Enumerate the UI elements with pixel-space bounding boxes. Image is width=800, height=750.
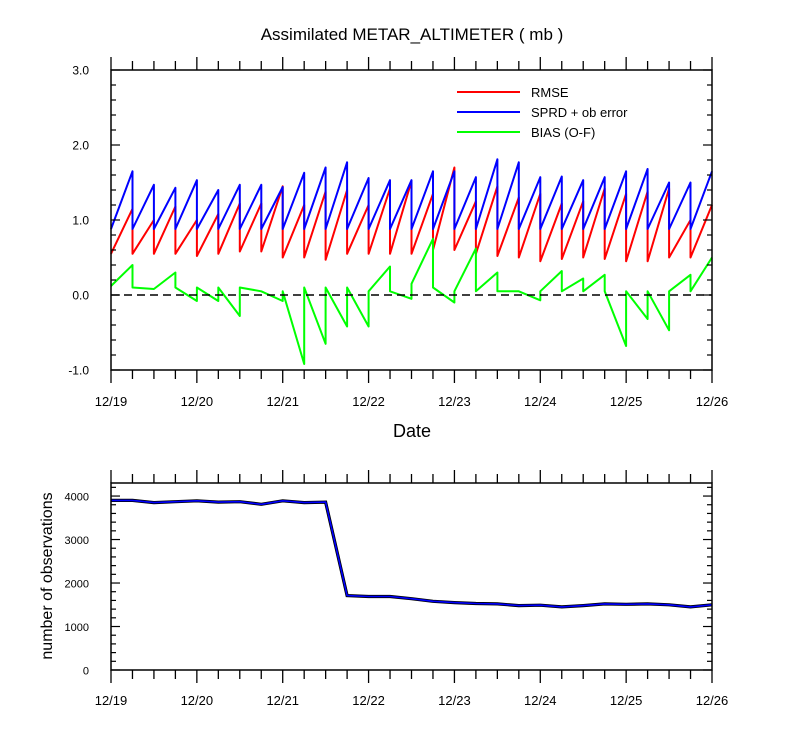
top-plot-area: -1.0 0.0 1.0 2.0 3.0 12/19 12/20 12/21 12/22 12/2… — [68, 57, 728, 409]
top-chart: Assimilated METAR_ALTIMETER ( mb ) -1.0 0… — [68, 25, 728, 441]
top-ytick-label: 0.0 — [72, 289, 89, 303]
top-series-layer — [110, 158, 713, 365]
top-ytick-label: -1.0 — [68, 364, 89, 378]
bottom-xtick-label: 12/20 — [181, 693, 214, 708]
bottom-series-0-shadow — [111, 498, 713, 609]
bottom-tick-layer: 0 1000 2000 3000 4000 12/19 12/20 12/21 12/22 12/… — [65, 470, 729, 708]
legend-label-2: BIAS (O-F) — [531, 125, 595, 140]
top-plot-frame — [110, 69, 713, 371]
bottom-xtick-label: 12/21 — [266, 693, 299, 708]
bottom-xtick-label: 12/26 — [696, 693, 729, 708]
bottom-xtick-label: 12/23 — [438, 693, 471, 708]
bottom-ytick-label: 3000 — [65, 535, 89, 547]
top-xtick-label: 12/22 — [352, 394, 385, 409]
top-x-axis-label: Date — [393, 421, 431, 441]
bottom-xtick-label: 12/25 — [610, 693, 643, 708]
bottom-series-layer — [111, 498, 713, 609]
bottom-plot-area: 0 1000 2000 3000 4000 12/19 12/20 12/21 12/22 12/… — [65, 470, 729, 708]
bottom-y-axis-label: number of observations — [39, 492, 56, 659]
top-xtick-label: 12/26 — [696, 394, 729, 409]
top-series-1-line — [110, 158, 713, 230]
top-legend: RMSE SPRD + ob error BIAS (O-F) — [457, 85, 628, 140]
top-xtick-label: 12/20 — [181, 394, 214, 409]
bottom-xtick-label: 12/24 — [524, 693, 557, 708]
bottom-series-0-line — [111, 499, 713, 608]
bottom-plot-frame — [110, 482, 713, 671]
bottom-ytick-label: 2000 — [65, 579, 89, 591]
legend-label-0: RMSE — [531, 85, 569, 100]
top-tick-layer: -1.0 0.0 1.0 2.0 3.0 12/19 12/20 12/21 12/22 12/2… — [68, 57, 728, 409]
bottom-chart: 0 1000 2000 3000 4000 12/19 12/20 12/21 12/22 12/… — [39, 470, 728, 708]
top-chart-title: Assimilated METAR_ALTIMETER ( mb ) — [261, 25, 564, 44]
top-ytick-label: 3.0 — [72, 64, 89, 78]
bottom-xtick-label: 12/22 — [352, 693, 385, 708]
bottom-ytick-label: 4000 — [65, 492, 89, 504]
top-xtick-label: 12/24 — [524, 394, 557, 409]
top-xtick-label: 12/19 — [95, 394, 128, 409]
top-series-2-line — [110, 237, 713, 365]
legend-label-1: SPRD + ob error — [531, 105, 628, 120]
bottom-xtick-label: 12/19 — [95, 693, 128, 708]
top-ytick-label: 1.0 — [72, 214, 89, 228]
top-xtick-label: 12/25 — [610, 394, 643, 409]
top-xtick-label: 12/23 — [438, 394, 471, 409]
top-ytick-label: 2.0 — [72, 139, 89, 153]
bottom-ytick-label: 0 — [83, 666, 89, 678]
top-xtick-label: 12/21 — [266, 394, 299, 409]
bottom-ytick-label: 1000 — [65, 622, 89, 634]
